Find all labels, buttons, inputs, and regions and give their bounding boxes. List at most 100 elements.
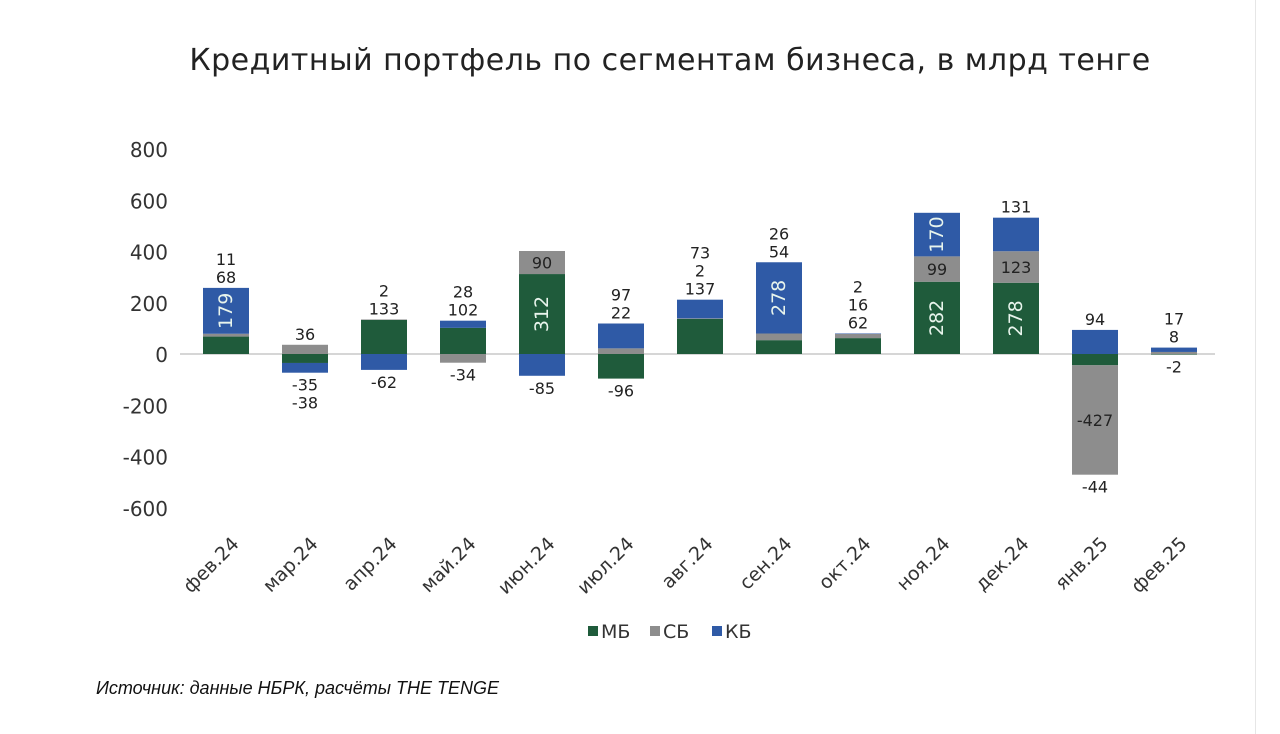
data-label: 179 [215, 293, 237, 329]
bar-КБ [203, 287, 249, 334]
data-label: 8 [1169, 328, 1179, 347]
bar-СБ [1072, 365, 1118, 475]
data-label: 282 [926, 300, 948, 336]
x-tick-label: дек.24 [971, 533, 1034, 596]
bar-СБ [756, 333, 802, 341]
legend-swatch-МБ [588, 626, 598, 636]
data-label: 170 [926, 216, 948, 252]
data-label: 54 [769, 242, 789, 261]
bar-КБ [677, 299, 723, 319]
data-label: 26 [769, 224, 789, 243]
x-tick-label: фев.24 [179, 533, 244, 598]
bar-МБ [440, 327, 486, 354]
legend-label: КБ [725, 621, 752, 643]
y-tick-label: 0 [155, 343, 168, 367]
legend-swatch-СБ [650, 626, 660, 636]
y-tick-label: -400 [123, 446, 168, 470]
data-label: 11 [216, 250, 236, 269]
x-tick-label: июл.24 [573, 533, 639, 599]
bar-СБ [361, 319, 407, 320]
bar-КБ [282, 362, 328, 373]
bar-СБ [677, 318, 723, 319]
x-tick-label: янв.25 [1051, 533, 1113, 595]
data-label: -34 [450, 366, 476, 385]
x-tick-label: окт.24 [814, 533, 875, 594]
bar-КБ [598, 323, 644, 349]
x-tick-label: фев.25 [1127, 533, 1192, 598]
bar-КБ [361, 354, 407, 370]
y-tick-label: -600 [123, 497, 168, 521]
bar-МБ [756, 340, 802, 354]
bar-КБ [914, 212, 960, 257]
y-tick-label: -200 [123, 394, 168, 418]
data-label: -38 [292, 394, 318, 413]
data-label: 16 [848, 296, 868, 315]
bar-КБ [440, 320, 486, 328]
legend-swatch-КБ [712, 626, 722, 636]
data-label: -85 [529, 379, 555, 398]
data-label: 99 [927, 260, 947, 279]
x-tick-label: сен.24 [735, 533, 796, 594]
bar-КБ [756, 262, 802, 334]
data-label: -62 [371, 373, 397, 392]
y-tick-label: 600 [130, 189, 168, 213]
x-tick-label: апр.24 [339, 533, 401, 595]
bar-МБ [993, 282, 1039, 354]
chart-title: Кредитный портфель по сегментам бизнеса,… [189, 43, 1151, 78]
data-label: 73 [690, 244, 710, 263]
data-label: 97 [611, 286, 631, 305]
bar-МБ [1072, 354, 1118, 366]
page-edge-divider [1255, 0, 1256, 734]
bar-СБ [519, 250, 565, 275]
data-label: 90 [532, 254, 552, 273]
bar-СБ [598, 348, 644, 354]
bar-МБ [361, 319, 407, 354]
data-label: 133 [369, 299, 400, 318]
data-label: 2 [695, 262, 705, 281]
source-note: Источник: данные НБРК, расчёты THE TENGE [96, 678, 499, 698]
bar-МБ [677, 318, 723, 354]
data-label: 94 [1085, 310, 1105, 329]
data-label: 102 [448, 301, 479, 320]
bar-МБ [1151, 354, 1197, 355]
bar-МБ [598, 354, 644, 379]
data-label: 36 [295, 325, 315, 344]
y-tick-label: 800 [130, 138, 168, 162]
data-label: 278 [1005, 300, 1027, 336]
bar-СБ [440, 354, 486, 363]
bar-КБ [519, 354, 565, 376]
x-tick-label: ноя.24 [893, 533, 955, 595]
x-tick-label: авг.24 [657, 533, 717, 593]
bar-МБ [914, 281, 960, 354]
data-label: 22 [611, 304, 631, 323]
bar-СБ [993, 251, 1039, 283]
bar-КБ [993, 217, 1039, 252]
x-tick-label: июн.24 [494, 533, 560, 599]
data-label: 312 [531, 296, 553, 332]
data-label: 2 [379, 281, 389, 300]
data-label: 123 [1001, 258, 1032, 277]
data-label: -427 [1077, 411, 1113, 430]
data-label: -44 [1082, 478, 1108, 497]
y-tick-label: 400 [130, 241, 168, 265]
data-label: 68 [216, 268, 236, 287]
bar-СБ [203, 333, 249, 337]
x-tick-label: мар.24 [259, 533, 323, 597]
bar-СБ [282, 344, 328, 354]
data-label: 137 [685, 280, 716, 299]
bar-МБ [519, 274, 565, 354]
data-label: 17 [1164, 310, 1184, 329]
bar-КБ [1072, 329, 1118, 354]
bar-СБ [1151, 351, 1197, 354]
bar-СБ [835, 334, 881, 339]
data-label: -35 [292, 376, 318, 395]
bar-КБ [1151, 347, 1197, 352]
data-label: 28 [453, 283, 473, 302]
data-label: 62 [848, 314, 868, 333]
data-label: 2 [853, 278, 863, 297]
legend-label: СБ [663, 621, 689, 643]
data-label: 278 [768, 280, 790, 316]
bar-МБ [835, 338, 881, 354]
